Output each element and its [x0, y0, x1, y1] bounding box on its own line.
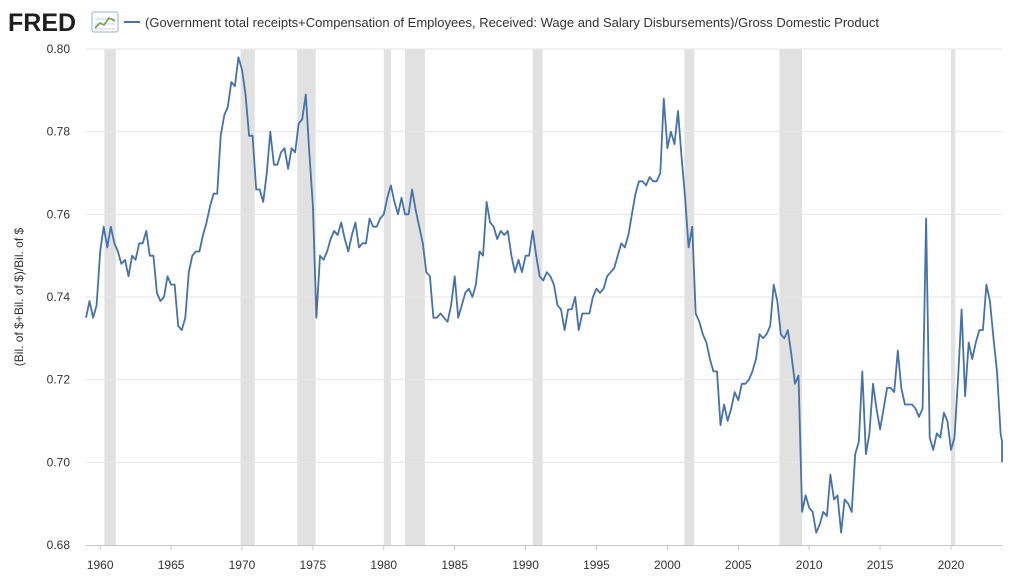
- x-tick-label: 2000: [654, 558, 681, 572]
- x-tick-label: 1970: [229, 558, 256, 572]
- x-tick-label: 1960: [87, 558, 114, 572]
- y-axis-label: (Bil. of $+Bil. of $)/Bil. of $: [12, 227, 26, 366]
- x-tick-label: 1980: [370, 558, 397, 572]
- x-tick-label: 1975: [300, 558, 327, 572]
- x-tick-label: 2020: [938, 558, 965, 572]
- x-tick-label: 1985: [441, 558, 468, 572]
- x-tick-label: 1990: [512, 558, 539, 572]
- fred-logo[interactable]: FRED: [8, 9, 119, 37]
- x-tick-label: 2010: [796, 558, 823, 572]
- y-tick-label: 0.78: [47, 125, 71, 139]
- x-tick-label: 2015: [867, 558, 894, 572]
- legend: (Government total receipts+Compensation …: [124, 15, 879, 30]
- y-axis-ticks: 0.68 0.70 0.72 0.74 0.76 0.78 0.80: [47, 42, 71, 552]
- y-tick-label: 0.70: [47, 455, 71, 469]
- x-tick-label: 1995: [583, 558, 610, 572]
- fred-logo-text: FRED: [8, 9, 76, 37]
- y-tick-label: 0.72: [47, 373, 71, 387]
- x-tick-label: 2005: [725, 558, 752, 572]
- gridlines: [86, 48, 1002, 463]
- y-tick-label: 0.68: [47, 538, 71, 552]
- legend-label: (Government total receipts+Compensation …: [145, 15, 879, 30]
- y-tick-label: 0.80: [47, 42, 71, 56]
- x-tick-label: 1965: [158, 558, 185, 572]
- line-chart-icon: [91, 11, 119, 33]
- series-line[interactable]: [85, 56, 1003, 534]
- y-tick-label: 0.76: [47, 207, 71, 221]
- y-tick-label: 0.74: [47, 290, 71, 304]
- x-axis-ticks: 1960 1965 1970 1975 1980 1985 1990 1995 2000 2005…: [87, 545, 965, 572]
